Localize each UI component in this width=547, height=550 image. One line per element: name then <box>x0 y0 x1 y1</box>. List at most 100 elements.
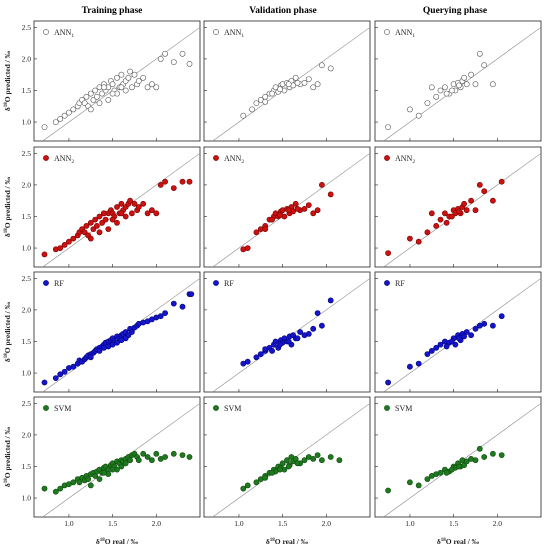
data-point <box>285 463 292 470</box>
data-point <box>318 457 325 464</box>
y-tick-label: 2.5 <box>22 149 32 158</box>
data-point <box>448 338 455 345</box>
data-point <box>297 329 303 335</box>
legend-marker <box>213 280 219 286</box>
data-point <box>87 90 94 97</box>
data-point <box>253 354 260 361</box>
data-point <box>87 354 94 361</box>
data-point <box>294 205 301 212</box>
data-point <box>294 80 301 86</box>
x-axis-labels: δ18O real / ‰ δ18O real / ‰ δ18O real / ‰ <box>96 537 480 546</box>
legend-label-main: SVM <box>395 404 412 413</box>
data-point <box>428 347 435 354</box>
data-point <box>87 235 94 242</box>
y-axis-label: δ18O predicted / ‰ <box>3 50 12 111</box>
y-tick-label: 2.0 <box>22 305 32 314</box>
data-point <box>269 216 275 223</box>
legend-label: RF <box>395 279 405 288</box>
x-tick-label: 1.0 <box>64 519 74 528</box>
data-point <box>481 454 488 460</box>
y-tick-label: 1.0 <box>22 118 32 127</box>
data-point <box>249 106 255 113</box>
data-point <box>448 87 455 94</box>
data-point <box>463 207 470 214</box>
data-point <box>118 84 125 91</box>
column-titles: Training phase Validation phase Querying… <box>82 6 487 16</box>
data-point <box>292 200 299 207</box>
legend-marker <box>384 280 390 286</box>
legend-label-sub: 2 <box>412 159 415 165</box>
data-point <box>96 229 103 236</box>
data-point <box>127 197 134 204</box>
data-point <box>244 482 251 489</box>
data-point <box>257 351 264 357</box>
data-point <box>433 93 440 100</box>
data-point <box>314 310 321 316</box>
y-tick-label: 1.5 <box>22 462 32 471</box>
data-point <box>179 303 186 310</box>
data-point <box>105 97 112 103</box>
data-point <box>70 106 77 113</box>
data-point <box>57 116 64 122</box>
data-point <box>179 50 186 57</box>
data-point <box>301 457 308 464</box>
scatter-panel: 1.0 1.5 2.0 2.5 ANN2 <box>22 146 201 268</box>
x-tick-label: 1.0 <box>234 519 244 528</box>
data-point <box>57 245 64 251</box>
data-point <box>135 78 142 84</box>
data-point <box>305 330 312 337</box>
data-point <box>101 469 107 476</box>
data-point <box>157 56 164 62</box>
data-point <box>463 458 470 465</box>
legend-label-sub: 1 <box>412 33 415 39</box>
y-tick-label: 1.0 <box>22 369 32 378</box>
data-point <box>476 50 483 57</box>
x-tick-label: 1.0 <box>405 519 415 528</box>
data-point <box>415 238 422 245</box>
legend-label-main: RF <box>224 279 234 288</box>
legend-marker <box>384 29 390 35</box>
data-point <box>96 213 103 220</box>
data-point <box>476 181 483 188</box>
data-point <box>148 207 155 214</box>
data-point <box>277 341 283 348</box>
data-point <box>148 457 155 464</box>
data-point <box>285 207 292 214</box>
data-point <box>81 100 88 106</box>
y-tick-label: 2.0 <box>22 180 32 189</box>
data-point <box>437 341 444 348</box>
data-point <box>96 476 103 482</box>
data-point <box>128 329 135 335</box>
legend-label: RF <box>54 279 64 288</box>
legend-label-main: ANN <box>224 28 242 37</box>
data-point <box>310 84 317 91</box>
data-point <box>292 74 299 81</box>
data-point <box>285 81 292 88</box>
data-point <box>57 485 64 492</box>
data-point <box>87 482 94 489</box>
data-point <box>463 329 470 335</box>
data-point <box>66 238 72 245</box>
data-point <box>92 216 99 223</box>
data-point <box>310 455 317 462</box>
data-point <box>61 368 68 375</box>
panel-frame <box>203 396 371 518</box>
y-tick-label: 2.5 <box>22 23 32 32</box>
data-point <box>101 210 107 217</box>
scatter-panel: RF <box>374 271 542 393</box>
scatter-panel: 1.0 1.5 2.0 SVM <box>374 396 542 528</box>
panel-frame <box>374 271 542 393</box>
x-tick-label: 1.5 <box>108 519 118 528</box>
data-point <box>424 229 431 236</box>
data-point <box>109 90 116 97</box>
data-point <box>498 452 505 458</box>
scatter-panel: ANN2 <box>374 146 542 268</box>
data-point <box>314 452 321 458</box>
data-point <box>170 59 177 65</box>
data-point <box>135 457 142 464</box>
data-point <box>122 213 129 220</box>
data-point <box>105 226 112 232</box>
data-point <box>83 93 90 100</box>
y-tick-label: 2.5 <box>22 399 32 408</box>
data-point <box>70 479 77 486</box>
